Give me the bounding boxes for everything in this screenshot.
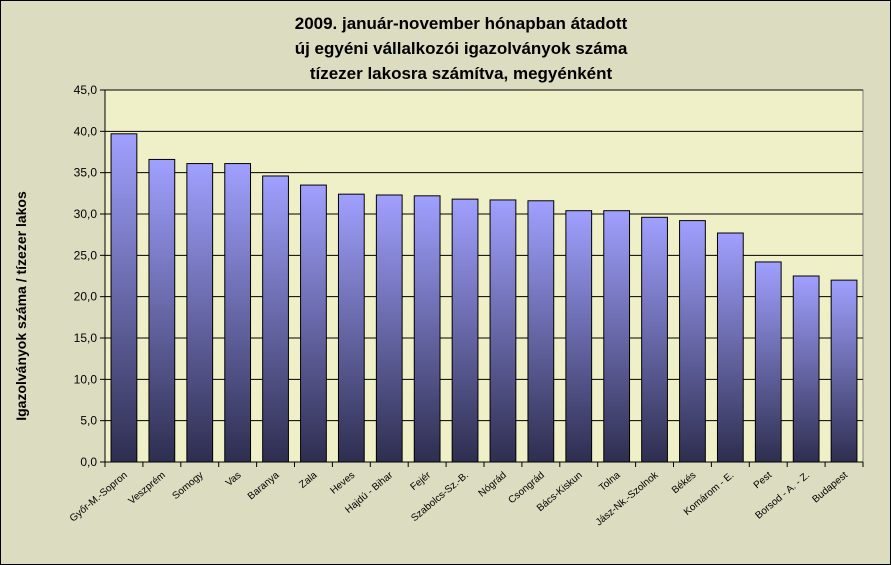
x-tick-label: Fejér <box>409 469 434 493</box>
x-tick-label: Tolna <box>597 470 623 494</box>
x-tick-label: Zala <box>297 470 319 491</box>
bar <box>603 210 631 463</box>
y-tick-label: 45,0 <box>74 83 98 97</box>
x-tick-label: Nógrád <box>477 470 509 500</box>
bar <box>754 261 782 463</box>
y-tick-label: 30,0 <box>74 207 98 221</box>
x-tick-label: Somogy <box>171 470 206 502</box>
x-tick-label: Veszprém <box>127 470 168 507</box>
y-tick-label: 35,0 <box>74 166 98 180</box>
y-tick-label: 0,0 <box>80 455 97 469</box>
y-tick-label: 40,0 <box>74 124 98 138</box>
bar <box>224 163 252 463</box>
bar <box>186 163 214 463</box>
plot-area <box>104 89 864 463</box>
bar <box>413 195 441 463</box>
bar <box>641 216 668 463</box>
bar <box>148 158 176 463</box>
bar <box>375 194 403 463</box>
bar <box>716 232 744 463</box>
chart-title-line-1: 2009. január-november hónapban átadott <box>294 14 628 33</box>
bars <box>110 133 858 463</box>
y-tick-label: 15,0 <box>74 331 98 345</box>
axes <box>100 89 864 467</box>
bar <box>527 200 555 463</box>
bar <box>489 199 517 463</box>
chart-title-line-3: tízezer lakosra számítva, megyénként <box>309 64 613 83</box>
y-tick-labels: 0,0 5,0 10,0 15,0 20,0 25,0 30,0 35,0 40,0 45,0 <box>74 83 98 469</box>
bar <box>565 210 593 463</box>
bar <box>262 175 289 463</box>
bar <box>830 279 858 463</box>
x-tick-label: Békés <box>670 470 698 496</box>
bar <box>792 275 820 463</box>
y-tick-label: 25,0 <box>74 248 98 262</box>
x-tick-label: Jász-Nk.-Szolnok <box>594 469 661 528</box>
x-tick-label: Baranya <box>246 470 282 503</box>
bar <box>451 198 479 463</box>
bar <box>300 184 327 463</box>
x-tick-label: Pest <box>752 470 775 491</box>
bar <box>337 193 365 463</box>
bar <box>110 133 138 463</box>
chart-title-line-2: új egyéni vállalkozói igazolványok száma <box>294 39 628 58</box>
x-tick-label: Győr-M.-Sopron <box>68 470 130 525</box>
y-tick-label: 10,0 <box>74 372 98 386</box>
y-tick-label: 20,0 <box>74 290 98 304</box>
bar <box>679 220 706 463</box>
y-tick-label: 5,0 <box>80 414 97 428</box>
x-tick-label: Budapest <box>811 470 851 506</box>
x-tick-label: Heves <box>328 470 357 497</box>
x-tick-label: Vas <box>224 470 244 489</box>
